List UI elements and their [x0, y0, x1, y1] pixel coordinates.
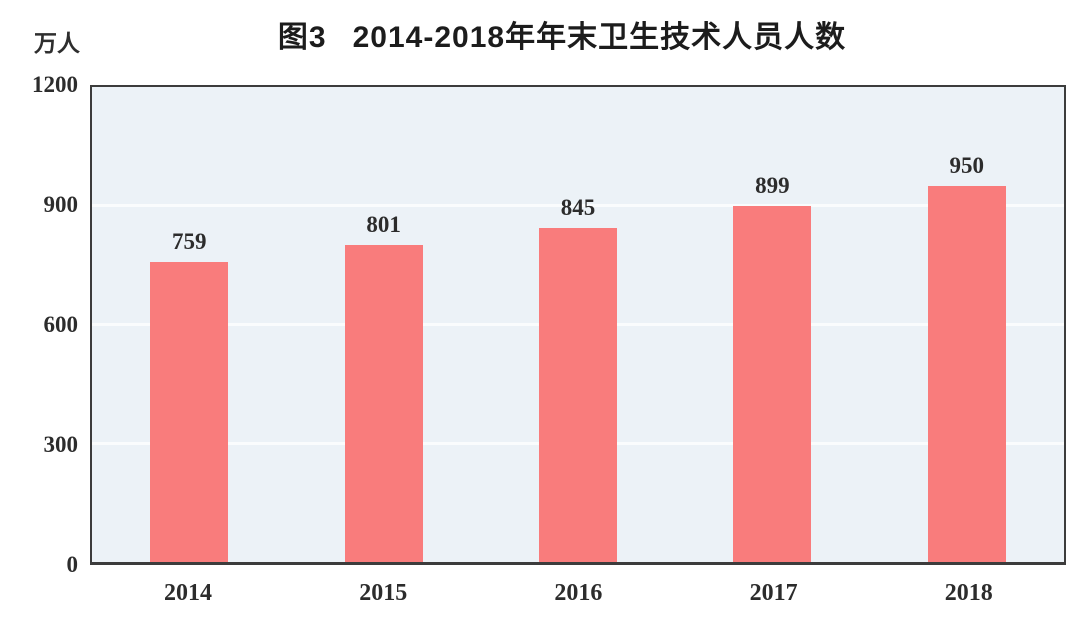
chart-title-text: 2014-2018年年末卫生技术人员人数: [352, 21, 847, 54]
bar-2017: [733, 206, 812, 562]
bar-2015: [344, 244, 423, 562]
bar-value-label-2014: 759: [171, 228, 207, 254]
x-tick-label-2018: 2018: [944, 580, 993, 606]
y-tick-label-900: 900: [43, 192, 79, 217]
bar-2014: [150, 261, 229, 562]
y-tick-label-300: 300: [43, 432, 79, 457]
x-tick-label-2017: 2017: [749, 580, 798, 606]
x-tick-label-2016: 2016: [554, 580, 603, 606]
y-tick-label-0: 0: [66, 552, 79, 577]
bar-value-label-2015: 801: [366, 211, 401, 237]
chart-title: 图3 2014-2018年年末卫生技术人员人数: [22, 12, 1080, 56]
bar-value-label-2017: 899: [755, 173, 790, 199]
gridline-900: [92, 204, 1064, 208]
x-tick-label-2015: 2015: [359, 580, 408, 606]
bar-value-label-2018: 950: [949, 152, 985, 178]
y-tick-label-600: 600: [43, 312, 79, 337]
y-axis-unit-label: 万人: [34, 30, 80, 56]
bar-2016: [539, 227, 617, 562]
bar-2018: [927, 185, 1006, 562]
plot-area: 759 801 845 899 950: [90, 85, 1066, 565]
y-tick-label-1200: 1200: [32, 72, 78, 97]
bar-value-label-2016: 845: [560, 194, 596, 220]
figure-number: 图3: [277, 21, 327, 54]
x-tick-label-2014: 2014: [164, 580, 212, 606]
